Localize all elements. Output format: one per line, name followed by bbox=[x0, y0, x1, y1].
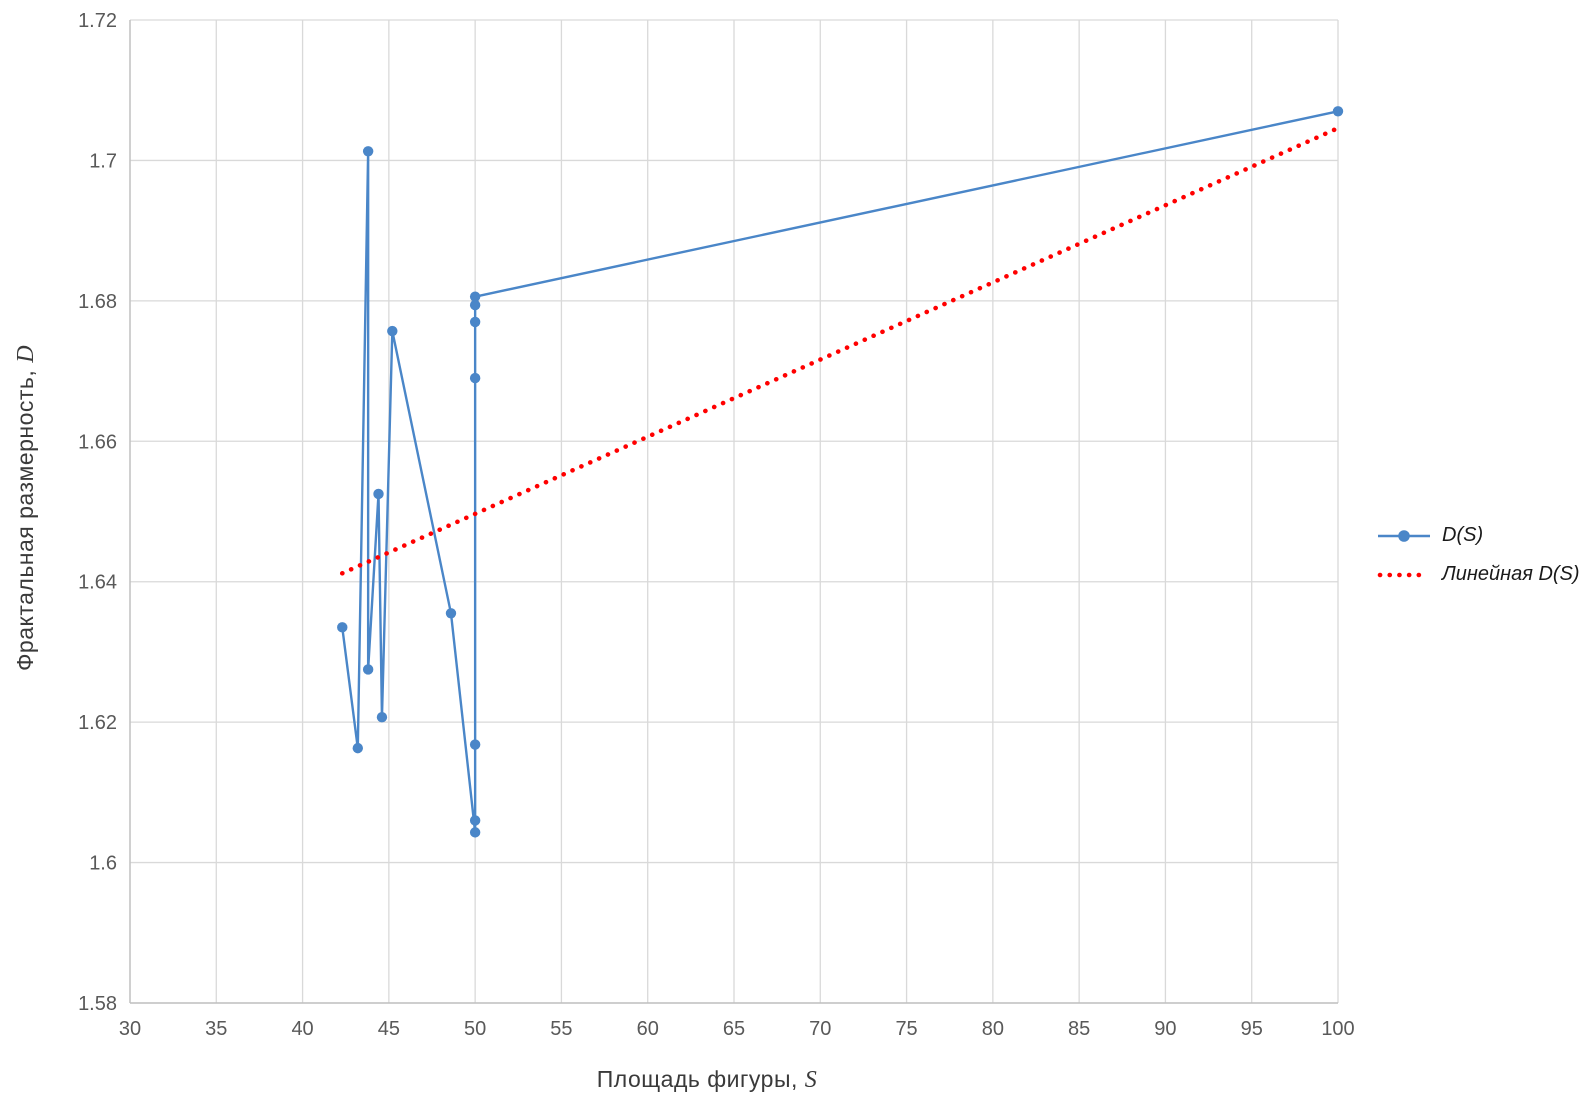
x-tick-label: 30 bbox=[119, 1018, 141, 1040]
y-axis-title: Фрактальная размерность, D bbox=[12, 345, 40, 671]
data-point-marker bbox=[469, 739, 481, 750]
legend-item-series: D(S) bbox=[1376, 524, 1580, 547]
legend-label-series: D(S) bbox=[1442, 524, 1484, 546]
x-axis-title-text: Площадь фигуры, bbox=[596, 1066, 798, 1092]
y-tick-label: 1.66 bbox=[78, 431, 117, 453]
y-tick-label: 1.72 bbox=[78, 10, 117, 32]
data-point-marker bbox=[469, 815, 481, 826]
data-point-marker bbox=[362, 146, 374, 157]
x-tick-label: 40 bbox=[291, 1018, 313, 1040]
legend-item-trendline: Линейная D(S) bbox=[1376, 563, 1580, 586]
data-point-marker bbox=[469, 291, 481, 302]
x-axis-title: Площадь фигуры, S bbox=[597, 1066, 818, 1094]
x-tick-label: 95 bbox=[1241, 1018, 1263, 1040]
y-tick-label: 1.6 bbox=[89, 853, 117, 875]
x-tick-label: 70 bbox=[809, 1018, 831, 1040]
chart-legend: D(S) Линейная D(S) bbox=[1376, 524, 1580, 586]
y-tick-label: 1.7 bbox=[89, 150, 117, 172]
legend-label-trendline: Линейная D(S) bbox=[1442, 563, 1580, 585]
y-tick-label: 1.58 bbox=[78, 993, 117, 1015]
data-point-marker bbox=[1332, 106, 1344, 117]
x-tick-label: 35 bbox=[205, 1018, 227, 1040]
x-tick-label: 65 bbox=[723, 1018, 745, 1040]
y-axis-variable: D bbox=[13, 344, 39, 363]
y-tick-label: 1.64 bbox=[78, 572, 117, 594]
x-tick-label: 55 bbox=[550, 1018, 572, 1040]
data-point-marker bbox=[352, 742, 363, 754]
x-axis-variable: S bbox=[804, 1067, 818, 1093]
data-point-marker bbox=[469, 316, 481, 328]
trendline-dotted-sample-icon bbox=[1377, 572, 1431, 577]
x-tick-label: 60 bbox=[637, 1018, 659, 1040]
data-point-marker bbox=[387, 325, 398, 337]
data-point-marker bbox=[469, 827, 481, 838]
data-point-marker bbox=[469, 299, 481, 311]
x-tick-label: 85 bbox=[1068, 1018, 1090, 1040]
data-point-marker bbox=[373, 488, 384, 500]
data-point-marker bbox=[445, 608, 457, 619]
y-axis-title-text: Фрактальная размерность, bbox=[12, 369, 38, 672]
series-line-sample-icon bbox=[1378, 529, 1430, 542]
x-tick-label: 75 bbox=[895, 1018, 917, 1040]
data-point-marker bbox=[376, 712, 388, 723]
x-tick-label: 80 bbox=[982, 1018, 1004, 1040]
x-tick-label: 100 bbox=[1321, 1018, 1354, 1040]
data-point-marker bbox=[469, 372, 481, 384]
series-line bbox=[341, 110, 1340, 834]
data-point-marker bbox=[362, 664, 374, 675]
x-tick-label: 45 bbox=[378, 1018, 400, 1040]
x-tick-label: 50 bbox=[464, 1018, 486, 1040]
x-tick-label: 90 bbox=[1154, 1018, 1176, 1040]
y-tick-label: 1.62 bbox=[78, 712, 117, 734]
data-point-marker bbox=[337, 622, 348, 633]
y-tick-label: 1.68 bbox=[78, 291, 117, 313]
trendline bbox=[339, 125, 1341, 576]
